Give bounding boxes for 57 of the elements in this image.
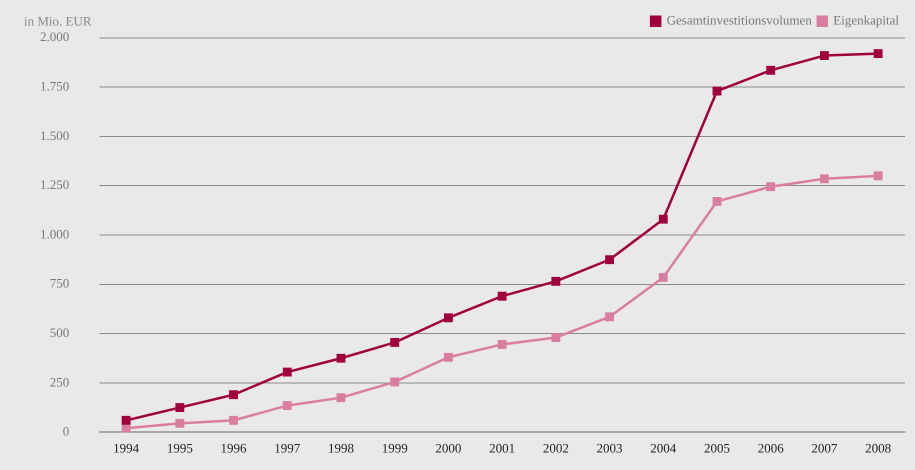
point — [175, 418, 184, 428]
y-tick-label: 750 — [50, 276, 70, 291]
point — [229, 416, 238, 425]
x-tick-label: 1997 — [274, 440, 301, 456]
point — [282, 368, 292, 376]
point — [336, 393, 346, 402]
point — [605, 312, 614, 322]
point — [766, 66, 776, 75]
y-tick-label: 1.500 — [40, 128, 70, 143]
x-tick-label: 1996 — [220, 440, 248, 456]
point — [122, 416, 131, 425]
point — [282, 401, 292, 410]
x-tick-label: 2004 — [650, 440, 677, 456]
x-tick-label: 2003 — [596, 440, 623, 456]
x-tick-label: 2002 — [542, 440, 569, 456]
y-tick-label: 250 — [50, 374, 70, 390]
point — [658, 214, 668, 224]
point — [390, 377, 400, 386]
point — [229, 390, 238, 400]
y-tick-label: 1.000 — [40, 226, 70, 242]
y-tick-label: 500 — [50, 325, 70, 340]
x-tick-label: 2001 — [489, 440, 516, 456]
point — [498, 292, 507, 301]
x-tick-label: 1994 — [113, 440, 140, 456]
point — [336, 354, 346, 363]
point — [712, 197, 722, 206]
point — [122, 424, 131, 432]
point — [820, 51, 829, 60]
y-tick-label: 1.750 — [40, 78, 70, 94]
point — [874, 171, 883, 180]
x-tick-label: 2008 — [865, 440, 892, 456]
x-tick-label: 2005 — [704, 440, 730, 456]
point — [605, 255, 614, 264]
y-tick-label: 2.000 — [40, 29, 70, 44]
point — [175, 403, 184, 412]
point — [874, 49, 883, 58]
legend-label: Eigenkapital — [833, 12, 900, 28]
x-tick-label: 1999 — [382, 440, 408, 456]
point — [712, 86, 722, 96]
x-tick-label: 1995 — [166, 440, 193, 456]
point — [498, 340, 507, 349]
x-tick-label: 2006 — [758, 440, 784, 456]
point — [551, 276, 560, 286]
point — [551, 333, 560, 342]
y-tick-label: 0 — [62, 424, 70, 439]
y-tick-label: 1.250 — [40, 177, 70, 192]
point — [444, 313, 453, 322]
point — [820, 174, 829, 184]
x-tick-label: 2000 — [435, 440, 462, 456]
point — [390, 338, 400, 347]
legend-label: Gesamtinvestitionsvolumen — [666, 12, 812, 28]
x-tick-label: 1998 — [328, 440, 354, 456]
point — [658, 272, 668, 282]
x-tick-label: 2007 — [811, 440, 838, 456]
point — [766, 182, 776, 192]
y-axis-title: in Mio. EUR — [24, 13, 92, 28]
point — [444, 352, 453, 362]
